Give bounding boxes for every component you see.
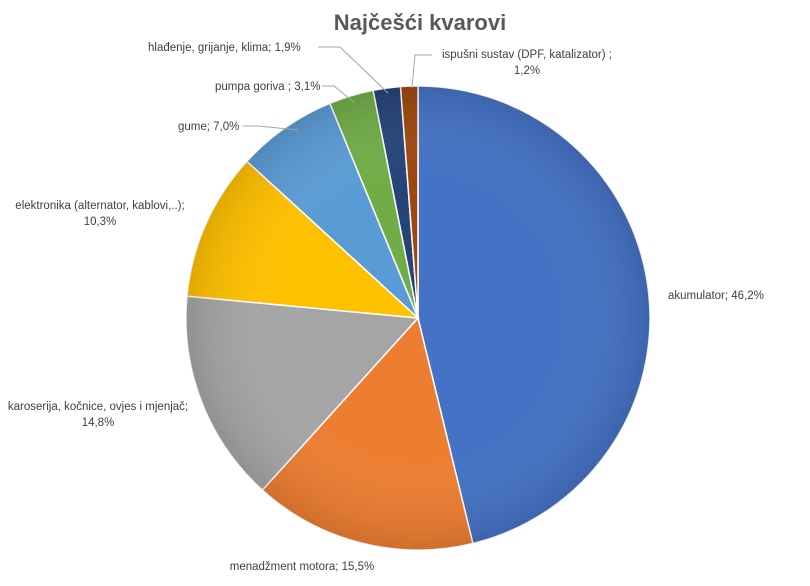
leader-line-pumpa bbox=[322, 85, 356, 104]
pie-slices bbox=[185, 85, 651, 551]
leader-line-hladjenje bbox=[318, 46, 389, 94]
label-akumulator: akumulator; 46,2% bbox=[668, 290, 764, 302]
label-karoserija-line2: 14,8% bbox=[82, 417, 115, 429]
label-gume: gume; 7,0% bbox=[178, 121, 239, 133]
label-ispusni-line2: 1,2% bbox=[514, 65, 540, 77]
leader-line-gume bbox=[243, 125, 299, 131]
label-ispusni-line1: ispušni sustav (DPF, katalizator) ; bbox=[442, 49, 612, 61]
label-menadzment-motora: menadžment motora; 15,5% bbox=[230, 561, 374, 573]
label-elektronika-line2: 10,3% bbox=[84, 216, 117, 228]
chart-title: Najčešći kvarovi bbox=[334, 10, 506, 35]
label-pumpa-goriva: pumpa goriva ; 3,1% bbox=[215, 81, 320, 93]
leader-line-ispusni bbox=[411, 54, 432, 89]
label-hladjenje: hlađenje, grijanje, klima; 1,9% bbox=[148, 42, 301, 54]
label-karoserija-line1: karoserija, kočnice, ovjes i mjenjač; bbox=[8, 401, 188, 413]
label-elektronika-line1: elektronika (alternator, kablovi,..); bbox=[15, 200, 184, 212]
